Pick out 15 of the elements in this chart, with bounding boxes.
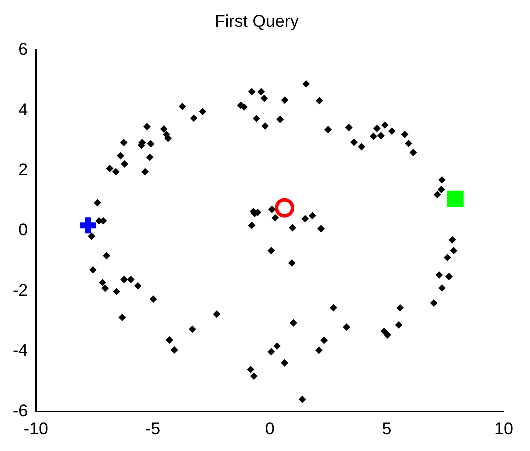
y-tick-label: 4: [18, 100, 28, 120]
point: [447, 190, 464, 208]
y-tick-label: 0: [18, 220, 28, 240]
x-tick-label: 10: [494, 419, 514, 438]
x-tick-label: 5: [382, 419, 392, 438]
y-tick-label: -4: [12, 341, 28, 360]
y-tick-label: 2: [18, 160, 28, 180]
y-tick-label: 6: [18, 40, 28, 60]
chart-title: First Query: [214, 12, 300, 31]
y-tick-label: -6: [12, 401, 28, 420]
point: [275, 198, 295, 218]
x-tick-label: 0: [265, 419, 275, 438]
x-tick-label: -10: [24, 419, 48, 438]
x-tick-label: -5: [146, 419, 161, 438]
y-tick-label: -2: [12, 280, 28, 300]
